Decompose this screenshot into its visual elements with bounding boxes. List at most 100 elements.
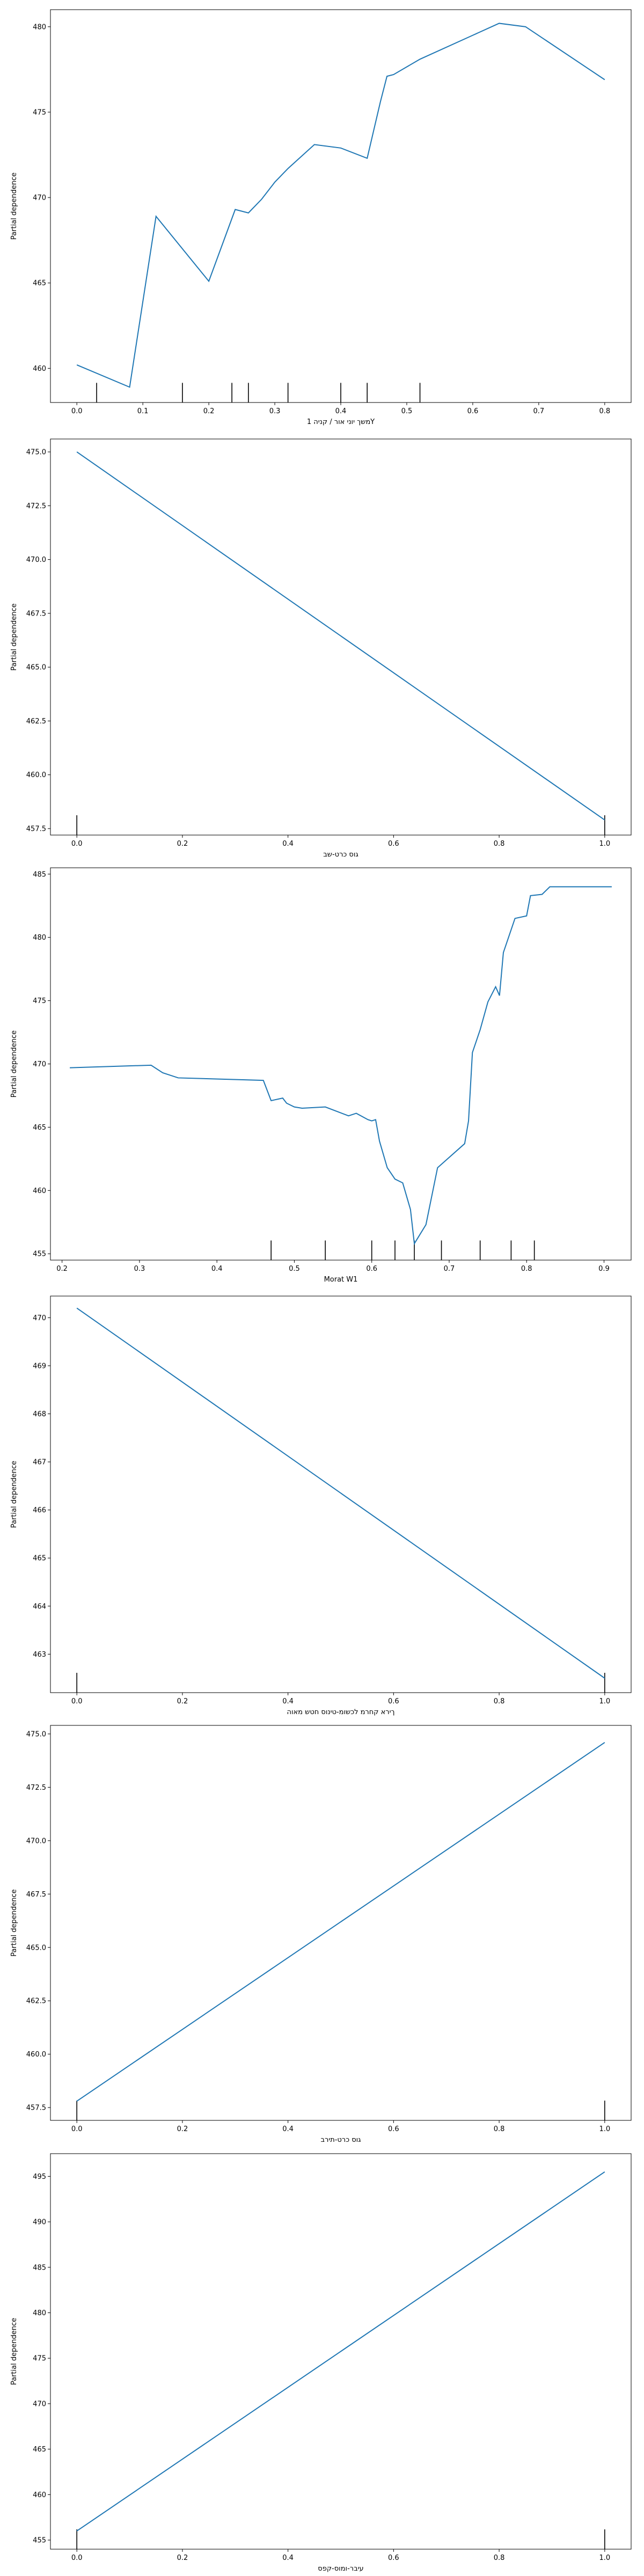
y-tick-label: 466 <box>33 1506 46 1514</box>
y-tick-label: 465.0 <box>26 664 46 672</box>
y-tick-label: 475.0 <box>26 449 46 457</box>
x-tick-label: 0.8 <box>599 407 610 415</box>
x-tick-label: 0.4 <box>335 407 347 415</box>
x-tick-label: 0.6 <box>366 1265 377 1273</box>
x-tick-label: 0.3 <box>134 1265 145 1273</box>
y-tick-label: 465 <box>33 1555 46 1563</box>
pd-panel-5: 0.0 0.2 0.4 0.6 0.8 1.0 457.5 460.0 462.5 465.0 46… <box>10 1725 632 2144</box>
y-tick-label: 455 <box>33 2537 46 2545</box>
x-axis-label: גוס כרט-שב <box>323 851 358 859</box>
y-axis-label: Partial dependence <box>10 2318 18 2385</box>
x-tick-label: 0.7 <box>444 1265 455 1273</box>
y-tick-label: 480 <box>33 934 46 942</box>
y-tick-label: 495 <box>33 2173 46 2181</box>
x-axis-label: גוס כרט-תירב <box>320 2136 361 2144</box>
y-axis-label: Partial dependence <box>10 1461 18 1528</box>
y-tick-label: 490 <box>33 2219 46 2227</box>
x-tick-label: 0.7 <box>533 407 545 415</box>
x-tick-label: 0.2 <box>203 407 215 415</box>
plot-frame <box>50 9 632 403</box>
pd-panel-3: 0.2 0.3 0.4 0.5 0.6 0.7 0.8 0.9 455 460 465 470 475 4… <box>10 867 632 1284</box>
y-tick-label: 472.5 <box>26 502 46 510</box>
x-axis-label: משך יוני אור / קניה 1Y <box>307 418 375 426</box>
y-tick-label: 465 <box>33 2446 46 2454</box>
y-tick-label: 457.5 <box>26 2104 46 2112</box>
partial-dependence-line <box>76 451 605 821</box>
x-tick-label: 0.6 <box>467 407 479 415</box>
y-tick-label: 457.5 <box>26 825 46 833</box>
x-tick-label: 0.0 <box>71 840 83 848</box>
x-tick-label: 0.2 <box>177 2125 188 2133</box>
x-tick-label: 0.0 <box>71 407 83 415</box>
plot-frame <box>50 867 632 1261</box>
y-tick-label: 460.0 <box>26 2051 46 2059</box>
plot-frame <box>50 2153 632 2550</box>
partial-dependence-line <box>76 1307 605 1679</box>
y-tick-label: 470.0 <box>26 556 46 564</box>
x-tick-label: 0.1 <box>137 407 149 415</box>
y-tick-label: 485 <box>33 2264 46 2272</box>
partial-dependence-line <box>70 886 612 1246</box>
y-tick-label: 468 <box>33 1410 46 1418</box>
pd-panel-1: 0.0 0.1 0.2 0.3 0.4 0.5 0.6 0.7 0.8 460 465 470 475 4… <box>10 9 632 426</box>
y-tick-label: 470 <box>33 2400 46 2408</box>
x-tick-label: 0.4 <box>282 2554 294 2562</box>
y-tick-label: 470 <box>33 194 46 202</box>
x-tick-label: 0.4 <box>211 1265 223 1273</box>
x-tick-label: 0.6 <box>388 1697 399 1706</box>
x-tick-label: 0.4 <box>282 840 294 848</box>
x-tick-label: 0.8 <box>521 1265 532 1273</box>
y-tick-label: 464 <box>33 1602 46 1611</box>
partial-dependence-line <box>76 1742 605 2102</box>
y-tick-label: 467.5 <box>26 610 46 618</box>
x-tick-label: 0.8 <box>494 2125 505 2133</box>
y-tick-label: 475 <box>33 108 46 116</box>
x-tick-label: 0.4 <box>282 2125 294 2133</box>
y-tick-label: 475.0 <box>26 1730 46 1738</box>
y-tick-label: 470 <box>33 1060 46 1069</box>
x-tick-label: 0.0 <box>71 2125 83 2133</box>
x-axis-label: עיבר-ומוס-קפס <box>318 2565 363 2573</box>
y-tick-label: 465 <box>33 1124 46 1132</box>
y-tick-label: 469 <box>33 1362 46 1370</box>
y-tick-label: 480 <box>33 23 46 31</box>
y-tick-label: 475 <box>33 2355 46 2363</box>
x-axis-label: Morat W1 <box>324 1276 358 1284</box>
y-tick-label: 462.5 <box>26 1997 46 2006</box>
y-tick-label: 462.5 <box>26 718 46 726</box>
plot-frame <box>50 1725 632 2121</box>
x-tick-label: 0.2 <box>177 1697 188 1706</box>
x-tick-label: 0.9 <box>598 1265 610 1273</box>
x-tick-label: 0.6 <box>388 2554 399 2562</box>
x-tick-label: 0.6 <box>388 2125 399 2133</box>
y-tick-label: 480 <box>33 2309 46 2317</box>
y-tick-label: 472.5 <box>26 1784 46 1792</box>
x-tick-label: 0.8 <box>494 840 505 848</box>
y-tick-label: 455 <box>33 1250 46 1258</box>
x-tick-label: 0.6 <box>388 840 399 848</box>
y-axis-label: Partial dependence <box>10 172 18 239</box>
pd-panel-4: 0.0 0.2 0.4 0.6 0.8 1.0 463 464 465 466 467 468 469 4… <box>10 1296 632 1716</box>
y-tick-label: 467 <box>33 1459 46 1467</box>
y-tick-label: 470.0 <box>26 1837 46 1845</box>
x-tick-label: 1.0 <box>599 2554 610 2562</box>
y-tick-label: 467.5 <box>26 1891 46 1899</box>
y-axis-label: Partial dependence <box>10 1889 18 1956</box>
x-tick-label: 0.2 <box>177 2554 188 2562</box>
x-tick-label: 1.0 <box>599 2125 610 2133</box>
x-tick-label: 1.0 <box>599 840 610 848</box>
x-tick-label: 0.0 <box>71 1697 83 1706</box>
x-tick-label: 0.8 <box>494 1697 505 1706</box>
y-tick-label: 485 <box>33 870 46 879</box>
partial-dependence-line <box>76 2171 605 2531</box>
pd-panel-2: 0.0 0.2 0.4 0.6 0.8 1.0 457.5 460.0 462.5 465.0 46… <box>10 438 632 859</box>
x-tick-label: 0.0 <box>71 2554 83 2562</box>
x-tick-label: 1.0 <box>599 1697 610 1706</box>
y-tick-label: 465.0 <box>26 1944 46 1952</box>
y-tick-label: 465 <box>33 280 46 288</box>
x-tick-label: 0.3 <box>269 407 281 415</box>
y-tick-label: 460.0 <box>26 771 46 779</box>
partial-dependence-line <box>76 23 605 388</box>
x-axis-label: ךירא קחרמ לכשומ-טינוס חטש מאוה <box>287 1708 394 1716</box>
